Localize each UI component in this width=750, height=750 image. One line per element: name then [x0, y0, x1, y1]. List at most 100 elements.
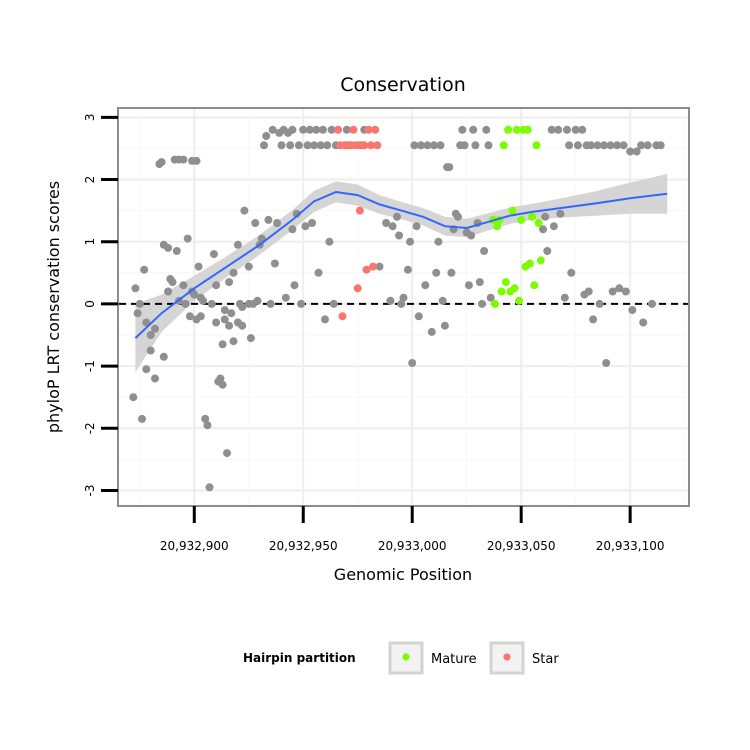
data-point-other [469, 125, 478, 134]
data-point-other [131, 284, 140, 293]
data-point-other [445, 163, 454, 172]
data-point-other [151, 374, 159, 383]
data-point-other [146, 346, 155, 355]
data-point-other [146, 331, 155, 339]
data-point-other [225, 278, 234, 287]
data-point-other [238, 321, 247, 330]
data-point-other [205, 483, 214, 492]
data-point-other [403, 265, 412, 274]
data-point-other [159, 352, 168, 361]
data-point-other [600, 141, 608, 150]
data-point-other [549, 222, 558, 231]
data-point-other [225, 321, 234, 330]
data-point-other [475, 278, 484, 287]
data-point-other [410, 141, 419, 150]
chart-title: Conservation [340, 74, 466, 96]
legend-title: Hairpin partition [243, 651, 356, 665]
data-point-other [589, 315, 598, 324]
data-point-other [482, 125, 491, 134]
data-point-other [375, 262, 384, 271]
y-tick-label: 1 [83, 238, 97, 246]
data-point-other [573, 141, 582, 150]
data-point-other [639, 318, 648, 327]
data-point-other [626, 147, 635, 156]
data-point-other [192, 156, 201, 165]
data-point-star [355, 206, 364, 215]
data-point-other [142, 365, 151, 374]
data-point-other [408, 359, 417, 367]
data-point-other [244, 262, 253, 271]
data-point-other [172, 247, 181, 255]
data-point-other [138, 414, 146, 423]
data-point-star [338, 312, 347, 321]
data-point-other [608, 287, 617, 296]
data-point-other [613, 141, 622, 150]
data-point-other [218, 340, 227, 349]
data-point-mature [530, 281, 539, 290]
data-point-other [303, 141, 312, 150]
data-point-mature [504, 125, 513, 134]
x-tick-label: 20,932,950 [269, 539, 338, 553]
confidence-band-group [135, 173, 668, 373]
data-point-other [129, 393, 138, 402]
data-point-other [342, 125, 351, 134]
y-tick-label: 3 [83, 113, 97, 121]
data-point-other [212, 281, 221, 290]
data-point-other [628, 306, 637, 315]
data-point-star [362, 265, 371, 274]
data-point-other [297, 299, 306, 308]
data-point-mature [508, 206, 517, 215]
data-point-other [199, 296, 207, 305]
data-point-other [305, 125, 314, 134]
data-point-star [371, 125, 380, 134]
data-point-other [179, 281, 188, 290]
data-point-other [220, 306, 229, 315]
data-point-other [262, 132, 271, 140]
data-points [129, 125, 665, 492]
data-point-other [547, 125, 556, 134]
data-point-other [406, 237, 414, 246]
data-point-mature [517, 215, 526, 224]
y-axis: -3 -2 -1 0 1 2 3 [83, 113, 118, 496]
data-point-other [595, 299, 604, 308]
data-point-mature [499, 141, 508, 150]
data-point-other [593, 141, 602, 150]
data-point-other [436, 141, 445, 150]
data-point-other [201, 414, 210, 423]
data-point-other [563, 125, 571, 134]
data-point-other [386, 296, 395, 305]
data-point-other [253, 296, 262, 305]
data-point-other [183, 234, 192, 243]
data-point-other [556, 209, 565, 218]
data-point-other [621, 287, 630, 296]
data-point-other [471, 141, 480, 150]
data-point-other [458, 125, 467, 134]
data-point-mature [497, 287, 506, 296]
data-point-other [316, 141, 325, 150]
data-point-other [312, 125, 321, 134]
data-point-other [299, 125, 308, 134]
data-point-star [369, 262, 377, 271]
data-point-other [478, 299, 486, 308]
data-point-other [218, 380, 227, 389]
data-point-mature [501, 278, 510, 287]
data-point-other [606, 141, 615, 150]
data-point-mature [536, 256, 545, 265]
data-point-other [288, 125, 297, 134]
x-tick-label: 20,932,900 [160, 539, 229, 553]
data-point-other [432, 268, 441, 277]
data-point-other [277, 141, 286, 150]
data-point-other [395, 231, 404, 240]
data-point-star [351, 141, 360, 150]
data-point-other [567, 268, 576, 277]
data-point-other [484, 141, 493, 150]
data-point-other [615, 284, 624, 293]
data-point-other [440, 321, 449, 330]
data-point-other [454, 212, 462, 221]
legend-dot-mature [402, 653, 410, 661]
data-point-other [223, 449, 231, 458]
data-point-other [268, 125, 277, 134]
data-point-mature [510, 284, 519, 293]
data-point-other [412, 222, 421, 231]
